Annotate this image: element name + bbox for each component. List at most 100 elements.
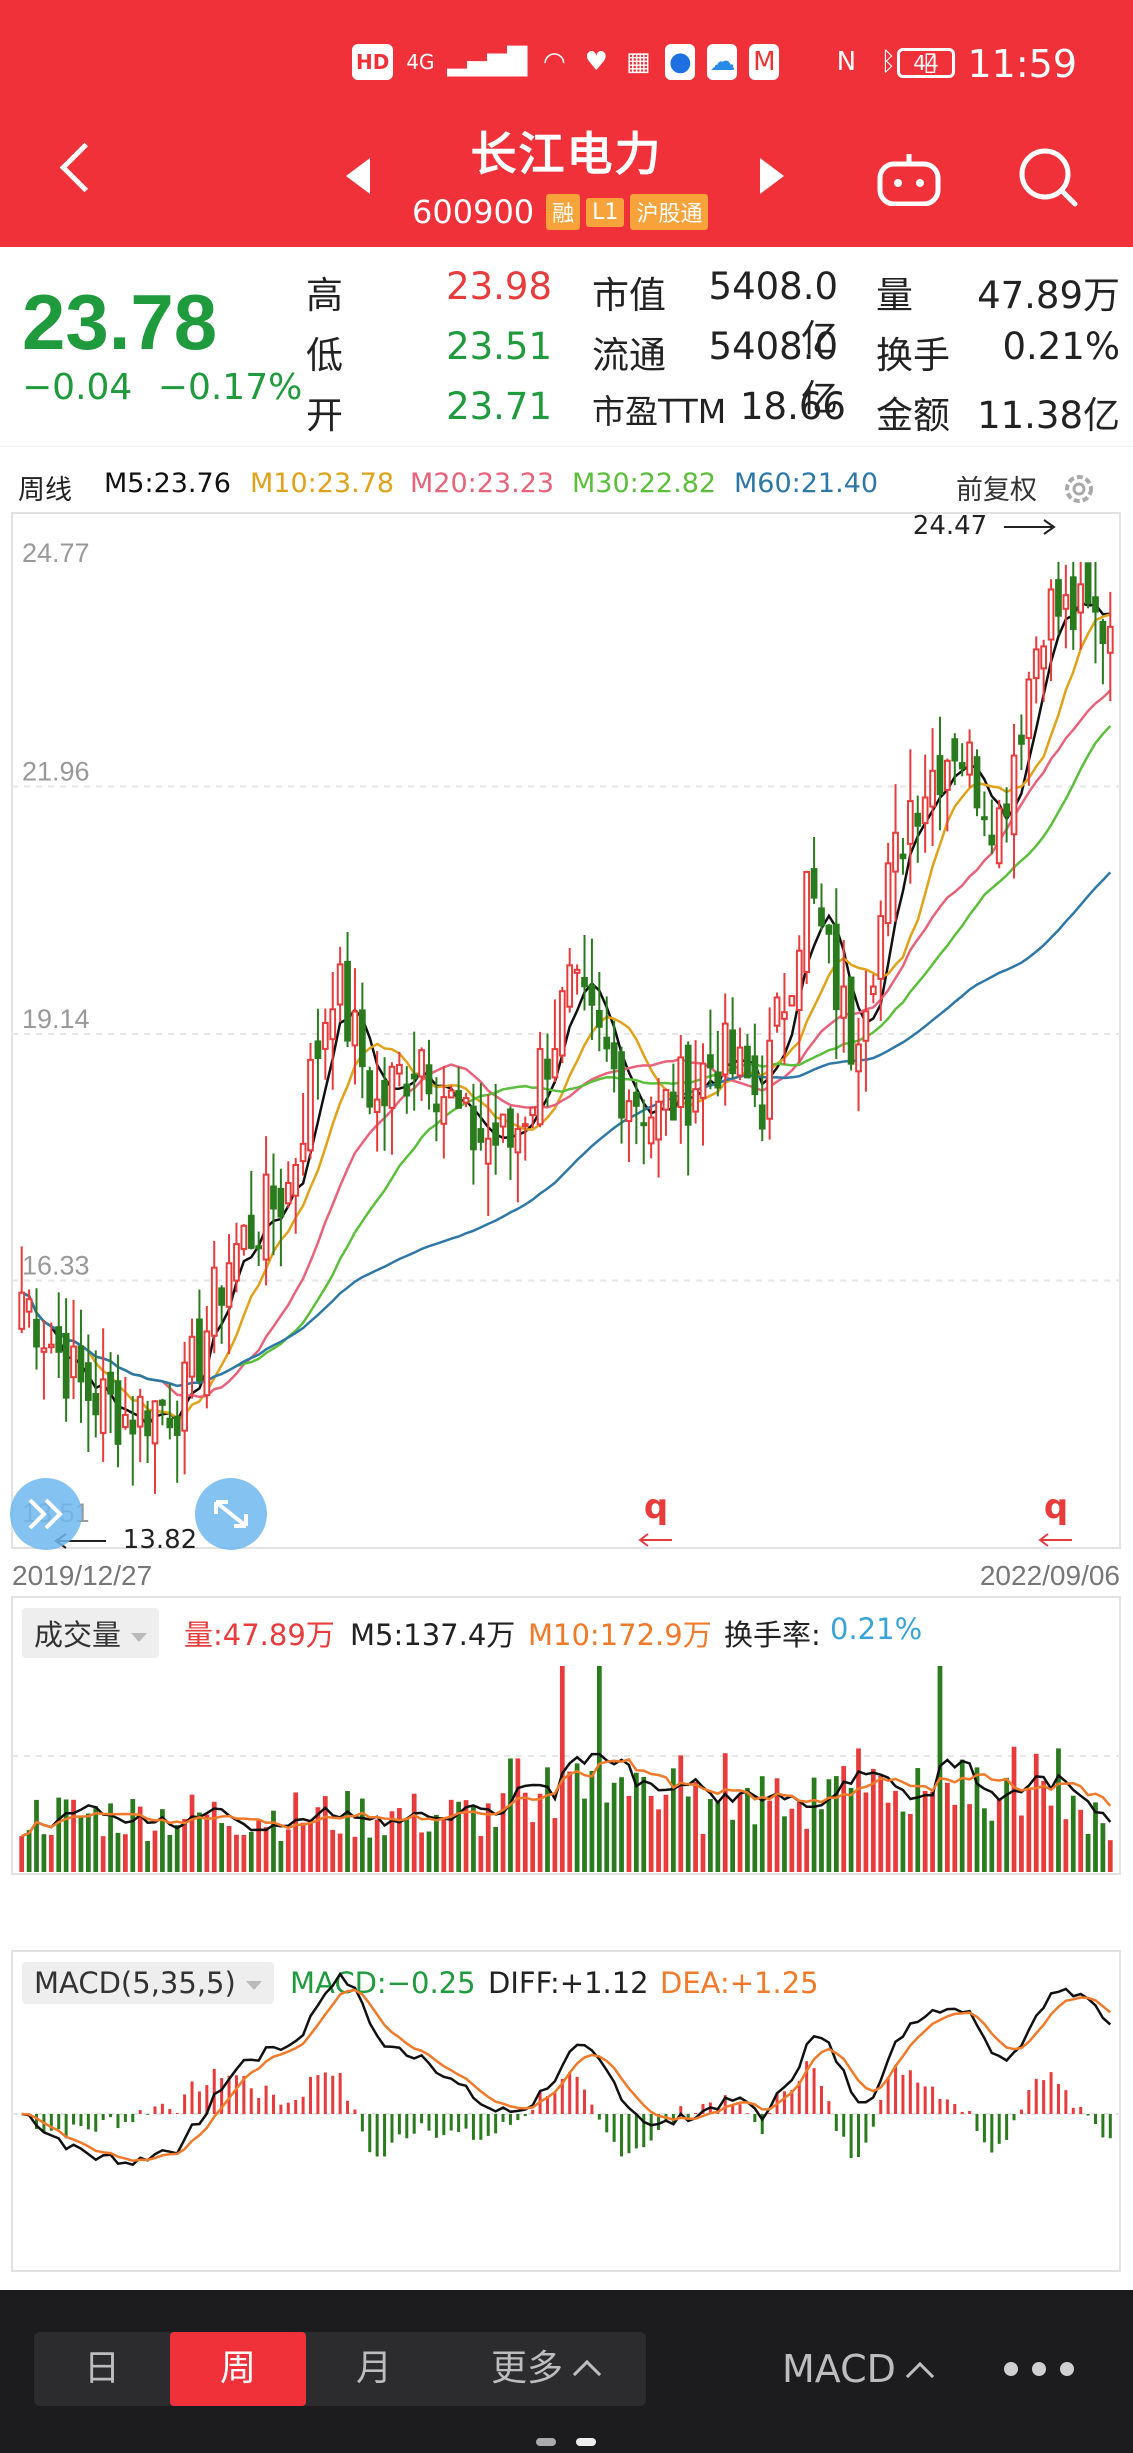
- max-price-label: 24.47: [913, 512, 987, 541]
- volume-bar: [907, 1813, 913, 1872]
- candle-body: [321, 1022, 329, 1050]
- ma60-legend: M60:21.40: [734, 468, 879, 499]
- volume-bar: [1011, 1746, 1017, 1872]
- candle-body: [499, 1113, 507, 1128]
- volume-bar: [389, 1811, 395, 1872]
- indicator-selector[interactable]: MACD: [782, 2332, 935, 2406]
- volume-bar: [930, 1791, 935, 1872]
- volume-frame: [11, 1596, 1121, 1875]
- volume-bar: [841, 1766, 847, 1872]
- volume-chart[interactable]: [0, 1596, 1133, 1876]
- next-stock-button[interactable]: [760, 158, 784, 194]
- volume-bar: [1063, 1819, 1069, 1872]
- candle-body: [603, 1036, 611, 1050]
- candle-body: [403, 1083, 411, 1097]
- volume-bar: [434, 1814, 439, 1872]
- event-marker-2[interactable]: q: [1038, 1487, 1072, 1547]
- volume-bar: [804, 1828, 810, 1872]
- candle-body: [122, 1413, 129, 1429]
- candle-body: [299, 1142, 307, 1163]
- dea-line: [21, 1988, 1112, 2162]
- max-arrow-icon: [1004, 519, 1056, 535]
- macd-indicator-dropdown[interactable]: MACD(5,35,5): [22, 1962, 274, 2004]
- candle-body: [107, 1371, 114, 1395]
- candle-body: [1040, 645, 1048, 670]
- more-options-icon[interactable]: [1004, 2354, 1074, 2384]
- volume-bar: [345, 1791, 350, 1872]
- volume-bar: [352, 1836, 358, 1872]
- high-value: 23.98: [446, 265, 552, 308]
- candle-body: [1062, 594, 1070, 610]
- volume-bar: [922, 1790, 928, 1872]
- candle-body: [307, 1058, 314, 1152]
- candle-body: [655, 1100, 662, 1141]
- pe-value: 18.66: [740, 385, 846, 428]
- period-more[interactable]: 更多: [442, 2332, 646, 2406]
- candle-body: [544, 1058, 551, 1080]
- price-change: −0.04 −0.17%: [22, 367, 302, 408]
- volume-bar: [426, 1831, 432, 1872]
- candle-body: [647, 1116, 655, 1145]
- candle-body: [729, 1029, 736, 1075]
- event-marker-1[interactable]: q: [638, 1487, 672, 1547]
- min-price-label: 13.82: [123, 1525, 197, 1555]
- volume-bar: [167, 1834, 173, 1872]
- volume-bar: [189, 1794, 195, 1872]
- volume-bar: [108, 1803, 113, 1872]
- y-tick-label: 19.14: [22, 1004, 90, 1034]
- candle-body: [25, 1298, 33, 1313]
- volume-bar: [863, 1792, 869, 1872]
- turnover-rate-value: 0.21%: [830, 1612, 923, 1646]
- float-zoom-button[interactable]: [195, 1478, 267, 1550]
- candle-body: [625, 1100, 633, 1123]
- period-day[interactable]: 日: [83, 2348, 120, 2389]
- macd-value: MACD:−0.25: [290, 1966, 476, 2000]
- macd-chart[interactable]: [0, 1950, 1133, 2280]
- candle-body: [1069, 576, 1077, 630]
- volume-indicator-dropdown[interactable]: 成交量: [22, 1608, 160, 1658]
- volume-bar: [315, 1807, 321, 1872]
- candle-body: [751, 1055, 759, 1096]
- bulb-icon: ●: [665, 44, 696, 80]
- chevron-up-icon: [572, 2359, 602, 2389]
- volume-bar: [56, 1797, 62, 1872]
- volume-bar: [256, 1820, 262, 1872]
- float-scroll-left-button[interactable]: [10, 1478, 82, 1550]
- volume-bar: [722, 1753, 728, 1872]
- period-week[interactable]: 周: [170, 2332, 306, 2406]
- period-label[interactable]: 周线: [18, 475, 72, 506]
- gear-icon[interactable]: [1060, 470, 1098, 508]
- prev-stock-button[interactable]: [346, 158, 370, 194]
- volume-bar: [382, 1835, 387, 1872]
- stock-code-row: 600900 融 L1 沪股通: [412, 193, 709, 231]
- float-value: 5408.0亿: [708, 325, 838, 420]
- candle-body: [477, 1128, 485, 1143]
- volume-bar: [130, 1799, 136, 1872]
- candle-body: [47, 1343, 55, 1349]
- candle-body: [929, 769, 936, 808]
- volume-bar: [493, 1826, 499, 1872]
- search-icon[interactable]: [1017, 146, 1079, 208]
- ma20-line: [21, 689, 1112, 1399]
- volume-bar: [952, 1804, 958, 1872]
- candle-body: [906, 800, 914, 845]
- candle-body: [558, 990, 566, 1057]
- volume-bar: [41, 1834, 47, 1872]
- volume-bar: [374, 1819, 380, 1872]
- y-tick-label: 24.77: [22, 538, 90, 568]
- volume-bar: [226, 1826, 232, 1872]
- candle-body: [788, 995, 796, 1007]
- volume-bar: [782, 1816, 787, 1872]
- candle-body: [270, 1185, 277, 1210]
- adjust-toggle[interactable]: 前复权: [956, 475, 1037, 506]
- event-marker-2-label: q: [1044, 1487, 1068, 1527]
- candle-body: [92, 1392, 100, 1416]
- volume-bar: [967, 1804, 972, 1872]
- indicator-label: MACD: [782, 2347, 896, 2391]
- volume-bar: [322, 1796, 328, 1872]
- candle-body: [677, 1056, 685, 1108]
- robot-icon[interactable]: [876, 150, 942, 206]
- period-month[interactable]: 月: [355, 2348, 392, 2389]
- price-grid: [12, 785, 1120, 1282]
